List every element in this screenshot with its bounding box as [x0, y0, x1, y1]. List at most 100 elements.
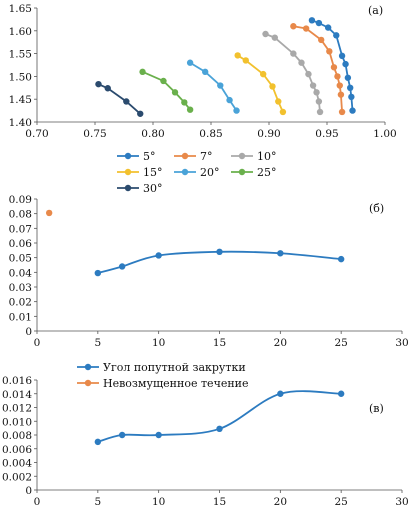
y-tick-label: 0	[25, 485, 32, 497]
x-tick-label: 10	[152, 337, 165, 349]
data-point	[155, 252, 162, 259]
data-point	[275, 98, 282, 105]
legend-label: 7°	[200, 150, 213, 163]
data-point	[298, 59, 305, 66]
data-point	[326, 48, 333, 55]
data-point	[160, 77, 167, 85]
data-point	[277, 250, 284, 257]
y-tick-label: 1.65	[9, 3, 32, 15]
x-tick-label: 20	[274, 337, 287, 349]
data-point	[216, 425, 223, 433]
data-point	[94, 438, 102, 446]
x-tick-label: 30	[395, 496, 408, 508]
x-tick-label: 25	[334, 496, 347, 508]
data-point	[104, 85, 111, 92]
data-point	[171, 89, 179, 96]
legend-label: Угол попутной закрутки	[103, 361, 246, 374]
data-point	[234, 52, 241, 59]
legend-swatch-marker	[181, 152, 189, 160]
x-tick-label: 15	[213, 337, 226, 349]
legend-label: 30°	[143, 182, 163, 195]
y-tick-label: 1.40	[9, 117, 32, 129]
data-point	[260, 70, 267, 78]
y-tick-label: 0.014	[2, 389, 32, 401]
y-tick-label: 0.07	[9, 223, 32, 235]
data-point	[181, 99, 188, 106]
panel-label: (а)	[368, 4, 383, 17]
data-point	[318, 36, 325, 44]
x-tick-label: 5	[94, 496, 101, 508]
legend-swatch-marker	[84, 363, 92, 371]
data-point	[315, 19, 323, 27]
legend-label: 20°	[200, 166, 220, 179]
data-point	[349, 107, 356, 114]
x-tick-label: 0.85	[199, 128, 222, 140]
series-line	[97, 390, 342, 443]
data-point	[342, 60, 349, 68]
legend-label: 15°	[143, 166, 163, 179]
data-point	[226, 96, 233, 104]
legend-label: 5°	[143, 150, 156, 163]
y-tick-label: 0.016	[2, 375, 32, 387]
data-point	[348, 93, 355, 101]
data-point	[334, 73, 341, 80]
series-line	[98, 83, 141, 115]
x-tick-label: 0.75	[83, 128, 106, 140]
data-point	[94, 269, 102, 277]
x-tick-label: 0.90	[257, 128, 280, 140]
data-point	[290, 50, 297, 57]
data-point	[338, 108, 346, 116]
panel-label: (в)	[369, 402, 384, 415]
data-point	[217, 82, 224, 89]
legend-label: 10°	[257, 150, 277, 163]
x-tick-label: 0.80	[141, 128, 164, 140]
y-tick-label: 0.010	[2, 416, 32, 428]
x-tick-label: 20	[274, 496, 287, 508]
data-point	[316, 108, 324, 116]
legend-swatch-marker	[238, 168, 246, 176]
data-point	[186, 106, 194, 113]
y-tick-label: 0.004	[2, 458, 32, 470]
data-point	[333, 32, 340, 39]
y-tick-label: 0.01	[9, 311, 32, 323]
x-tick-label: 25	[334, 337, 347, 349]
legend-swatch-marker	[124, 184, 132, 192]
data-point	[302, 25, 310, 32]
y-tick-label: 0.05	[9, 253, 32, 265]
data-point	[309, 82, 317, 89]
y-tick-label: 0.06	[9, 238, 33, 250]
x-tick-label: 5	[94, 337, 101, 349]
legend-swatch-marker	[84, 379, 92, 387]
data-point	[315, 98, 323, 105]
data-point	[269, 83, 276, 90]
data-point	[330, 64, 338, 71]
data-point	[277, 390, 284, 397]
data-point	[305, 70, 312, 78]
data-point	[202, 68, 209, 76]
data-point	[216, 248, 223, 255]
data-point	[233, 107, 240, 114]
data-point	[139, 68, 146, 76]
data-point	[337, 91, 345, 98]
data-point	[45, 209, 53, 217]
y-tick-label: 0.006	[2, 444, 32, 456]
data-point	[137, 110, 144, 117]
series-line	[265, 33, 321, 113]
data-point	[118, 263, 126, 270]
data-point	[186, 59, 194, 66]
series-line	[311, 19, 354, 111]
x-tick-label: 1.00	[373, 128, 396, 140]
y-tick-label: 0.08	[9, 209, 32, 221]
y-tick-label: 0.002	[2, 471, 32, 483]
x-tick-label: 30	[395, 337, 408, 349]
legend-label: Невозмущенное течение	[103, 377, 249, 390]
data-point	[118, 431, 126, 439]
data-point	[290, 23, 297, 30]
y-tick-label: 0.09	[9, 194, 32, 206]
data-point	[242, 57, 249, 64]
panel-c-line-chart: 0 5 10 15 20 25 3000.0020.0040.0060.0080.0100.…	[2, 361, 409, 508]
legend-label: 25°	[257, 166, 277, 179]
y-tick-label: 1.55	[9, 49, 32, 61]
data-point	[262, 30, 269, 38]
